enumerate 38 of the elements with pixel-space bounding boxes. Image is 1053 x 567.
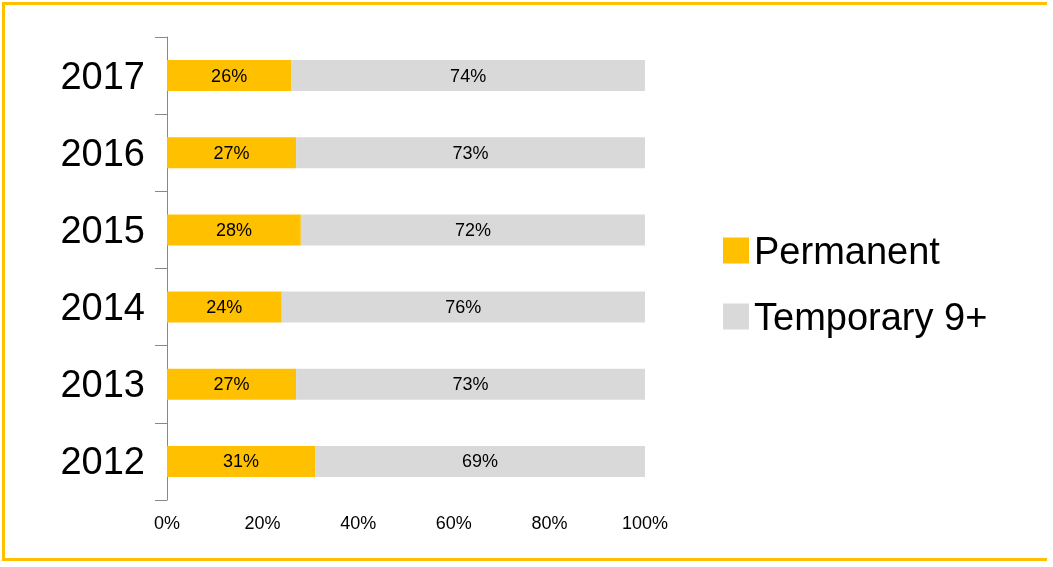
bar bbox=[300, 214, 645, 246]
bar bbox=[167, 214, 301, 246]
y-tick-label: 2015 bbox=[60, 208, 145, 251]
x-tick-label: 0% bbox=[153, 513, 181, 533]
data-label: 24% bbox=[206, 297, 243, 318]
y-tick-label: 2017 bbox=[60, 54, 145, 97]
data-label: 26% bbox=[211, 65, 248, 86]
legend-label: Permanent bbox=[754, 229, 941, 272]
y-tick-label: 2016 bbox=[60, 131, 145, 174]
y-tick-label: 2014 bbox=[60, 286, 145, 329]
x-tick-label: 20% bbox=[244, 513, 281, 533]
x-tick-label: 80% bbox=[531, 513, 568, 533]
bar bbox=[167, 445, 316, 477]
data-label: 72% bbox=[454, 219, 491, 240]
data-label: 73% bbox=[452, 374, 489, 395]
bar bbox=[296, 137, 645, 169]
bar bbox=[315, 445, 645, 477]
data-label: 28% bbox=[215, 219, 252, 240]
x-tick-label: 60% bbox=[435, 513, 472, 533]
bar bbox=[167, 368, 297, 400]
data-label: 73% bbox=[452, 142, 489, 163]
bar bbox=[167, 137, 297, 169]
data-label: 27% bbox=[213, 374, 250, 395]
data-label: 27% bbox=[213, 142, 250, 163]
bar bbox=[167, 291, 282, 323]
bar bbox=[291, 60, 645, 92]
data-label: 69% bbox=[462, 451, 499, 472]
x-tick-label: 100% bbox=[621, 513, 669, 533]
data-label: 76% bbox=[445, 297, 482, 318]
bar bbox=[281, 291, 645, 323]
y-tick-label: 2013 bbox=[60, 363, 145, 406]
data-label: 74% bbox=[450, 65, 487, 86]
data-label: 31% bbox=[223, 451, 260, 472]
x-tick-label: 40% bbox=[340, 513, 377, 533]
bar bbox=[167, 60, 292, 92]
bar bbox=[296, 368, 645, 400]
y-tick-label: 2012 bbox=[60, 440, 145, 483]
legend-label: Temporary 9+ bbox=[754, 295, 988, 338]
